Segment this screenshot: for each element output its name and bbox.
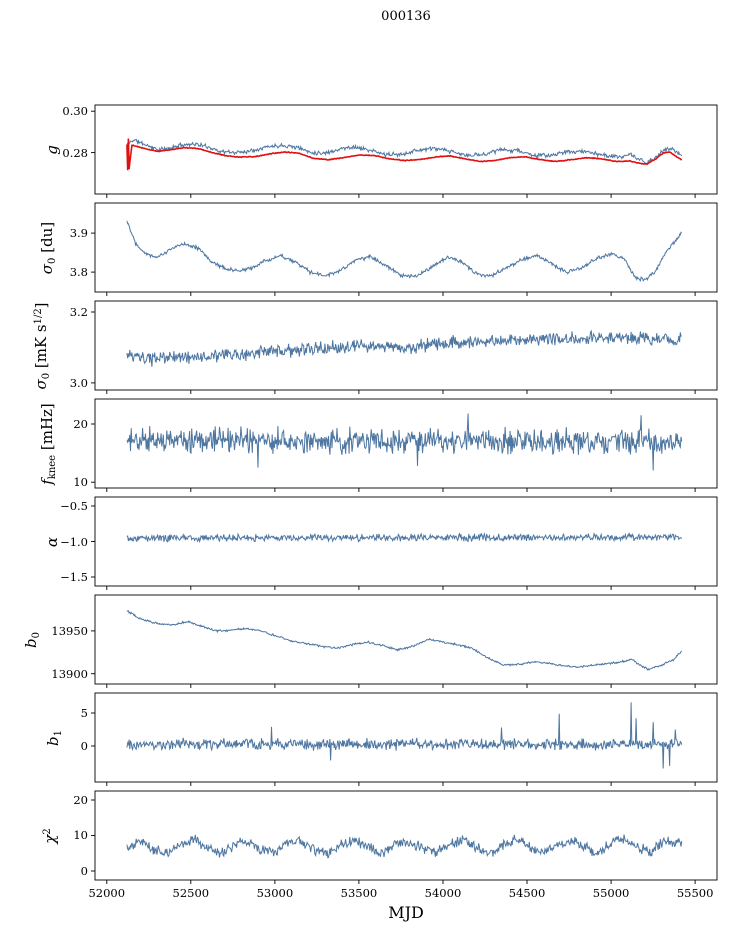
panel-5 (91, 594, 718, 688)
x-tick-label: 55000 (592, 886, 630, 900)
series-line-panel-7 (126, 834, 683, 859)
y-tick-label: 0.30 (62, 104, 88, 119)
x-axis-label: MJD (388, 903, 424, 922)
panel-frame (94, 104, 718, 195)
panel-2 (91, 300, 718, 394)
y-tick-label: 3.8 (69, 265, 88, 280)
panel-1 (91, 202, 718, 296)
series-line-panel-6 (126, 702, 683, 769)
panel-frame (94, 594, 718, 685)
figure-title: 000136 (381, 9, 431, 24)
series-line-panel-1 (126, 220, 683, 282)
x-tick-label: 54500 (508, 886, 546, 900)
y-axis-label-text: α (43, 536, 61, 547)
x-tick-label: 53500 (340, 886, 378, 900)
y-tick-label: 13900 (51, 666, 88, 681)
y-tick-label: 20 (73, 417, 88, 431)
y-tick-label: −0.5 (60, 499, 88, 513)
series-line-panel-3 (126, 413, 683, 471)
series-line-panel-5 (126, 610, 683, 671)
y-axis-label-text: χ2 (41, 827, 59, 844)
y-tick-label: 0 (80, 863, 88, 878)
y-tick-label: 0 (80, 739, 88, 754)
y-axis-label-text: b0 (22, 631, 42, 648)
panel-frame (94, 692, 718, 783)
y-tick-label: 0.28 (62, 145, 88, 160)
panel-7 (91, 790, 718, 884)
y-axis-label-text: σ0 [du] (38, 221, 58, 274)
panel-frame (94, 398, 718, 489)
y-axis-label-text: σ0 [mK s1/2] (32, 301, 52, 390)
x-tick-label: 52500 (172, 886, 210, 900)
panel-6 (91, 692, 718, 786)
series-line-panel-4 (126, 531, 683, 544)
y-tick-label: 10 (73, 475, 88, 490)
y-tick-label: 13950 (51, 623, 88, 638)
x-tick-label: 55500 (676, 886, 714, 900)
panel-0 (91, 104, 718, 198)
x-tick-label: 52000 (88, 886, 126, 900)
y-axis-label-text: b1 (44, 729, 64, 746)
y-tick-label: 5 (80, 706, 88, 720)
y-tick-label: 3.0 (69, 375, 88, 390)
y-tick-label: −1.5 (60, 569, 88, 584)
y-tick-label: 3.2 (69, 304, 88, 319)
y-tick-label: −1.0 (60, 534, 88, 549)
y-axis-label-text: g (43, 144, 61, 155)
panel-frame (94, 300, 718, 391)
y-tick-label: 20 (73, 792, 88, 807)
y-tick-label: 10 (73, 828, 88, 843)
panel-frame (94, 496, 718, 587)
panel-3 (91, 398, 718, 492)
x-tick-label: 53000 (256, 886, 294, 900)
series-line-panel-0 (126, 138, 683, 166)
series-line-panel-2 (126, 329, 682, 367)
overlay-line-panel-0 (126, 138, 683, 171)
panel-4 (91, 496, 718, 590)
y-tick-label: 3.9 (69, 226, 88, 241)
x-tick-label: 54000 (424, 886, 462, 900)
panel-frame (94, 202, 718, 293)
y-axis-label-text: fknee [mHz] (38, 402, 58, 485)
